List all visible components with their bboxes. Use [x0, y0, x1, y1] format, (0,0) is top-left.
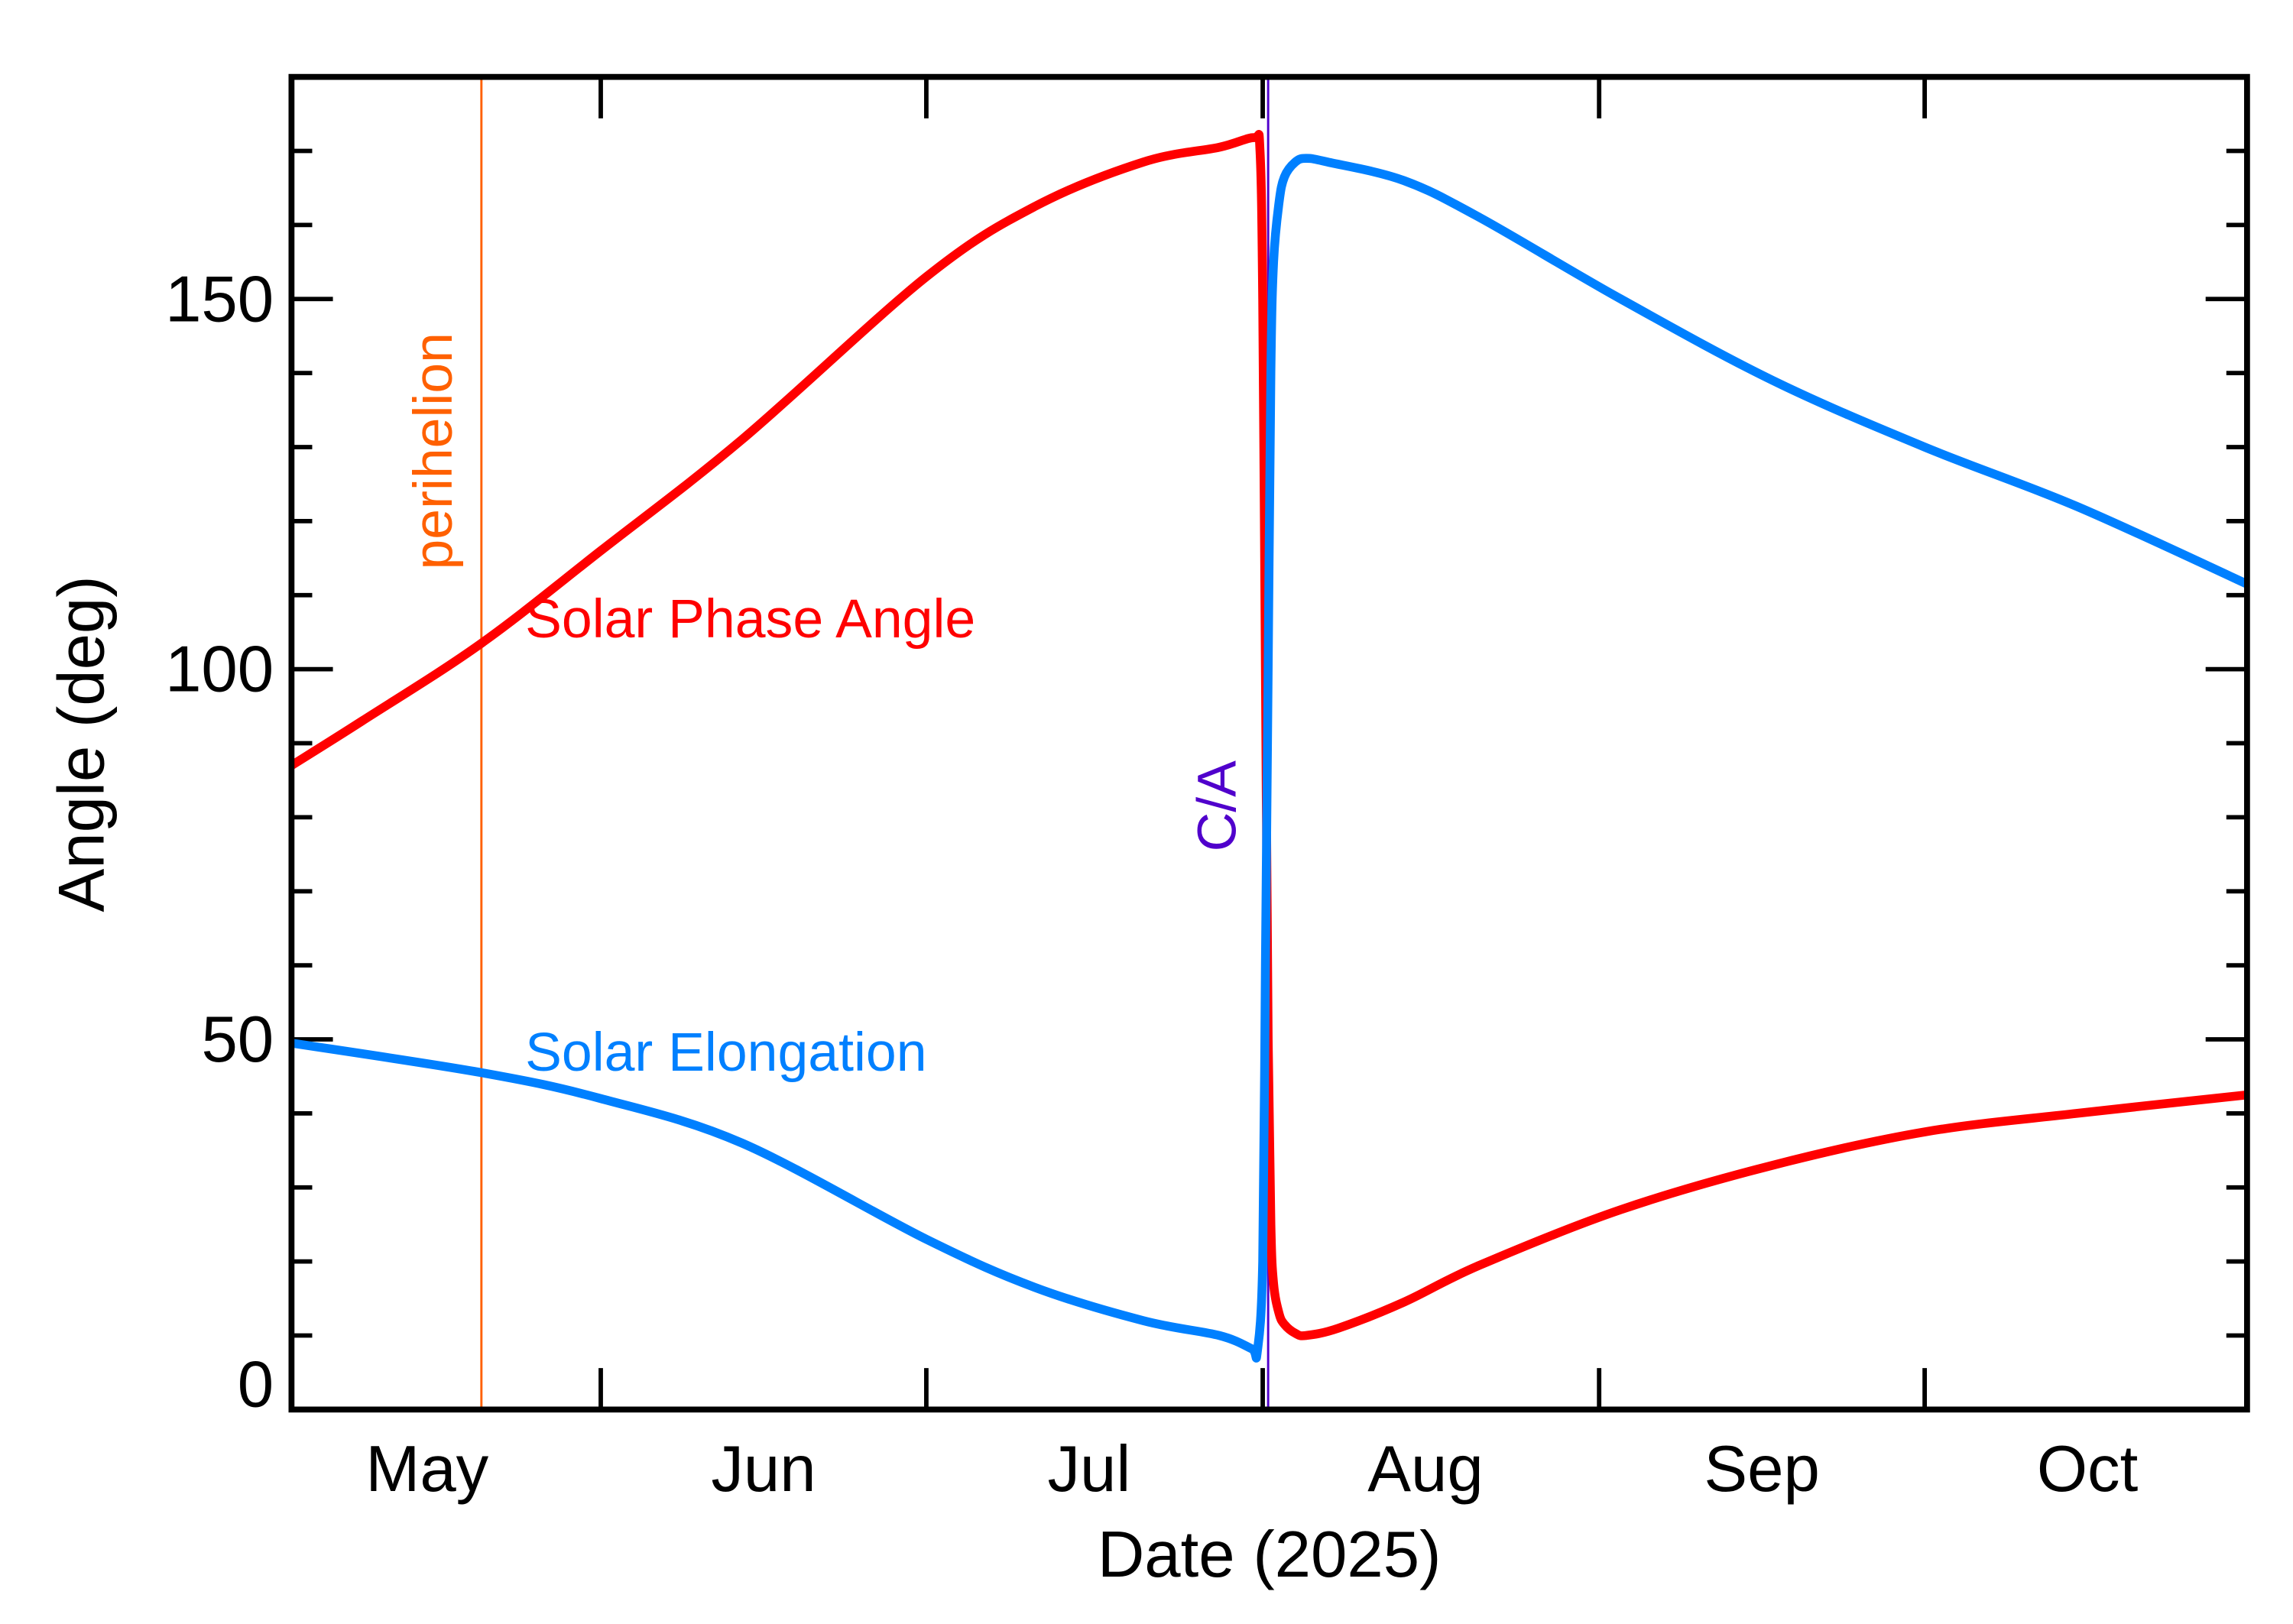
plot-frame	[288, 73, 2250, 1413]
series-label-solar-elongation: Solar Elongation	[525, 1022, 926, 1083]
x-tick-label-aug: Aug	[1367, 1433, 1484, 1506]
perihelion-label: perihelion	[403, 332, 464, 569]
y-tick-label: 0	[238, 1349, 274, 1421]
series-line-solar-elongation	[290, 154, 2249, 1363]
x-tick-labels: May Jun Jul Aug Sep Oct	[365, 1433, 2138, 1506]
series-label-solar-phase-angle: Solar Phase Angle	[525, 588, 975, 650]
x-tick-label-sep: Sep	[1704, 1433, 1820, 1506]
y-tick-labels: 0 50 100 150	[165, 263, 274, 1421]
y-axis-title: Angle (deg)	[46, 575, 118, 912]
x-tick-label-jul: Jul	[1047, 1433, 1130, 1506]
annotations: perihelion C/A	[403, 76, 1270, 1410]
y-tick-label: 150	[165, 263, 274, 335]
y-tick-label: 50	[201, 1003, 274, 1076]
y-tick-label: 100	[165, 634, 274, 706]
x-axis-title: Date (2025)	[1098, 1519, 1442, 1591]
x-tick-label-may: May	[365, 1433, 488, 1506]
x-tick-label-oct: Oct	[2037, 1433, 2139, 1506]
x-tick-label-jun: Jun	[711, 1433, 816, 1506]
closest-approach-label: C/A	[1187, 760, 1248, 852]
series-lines	[289, 130, 2249, 1363]
